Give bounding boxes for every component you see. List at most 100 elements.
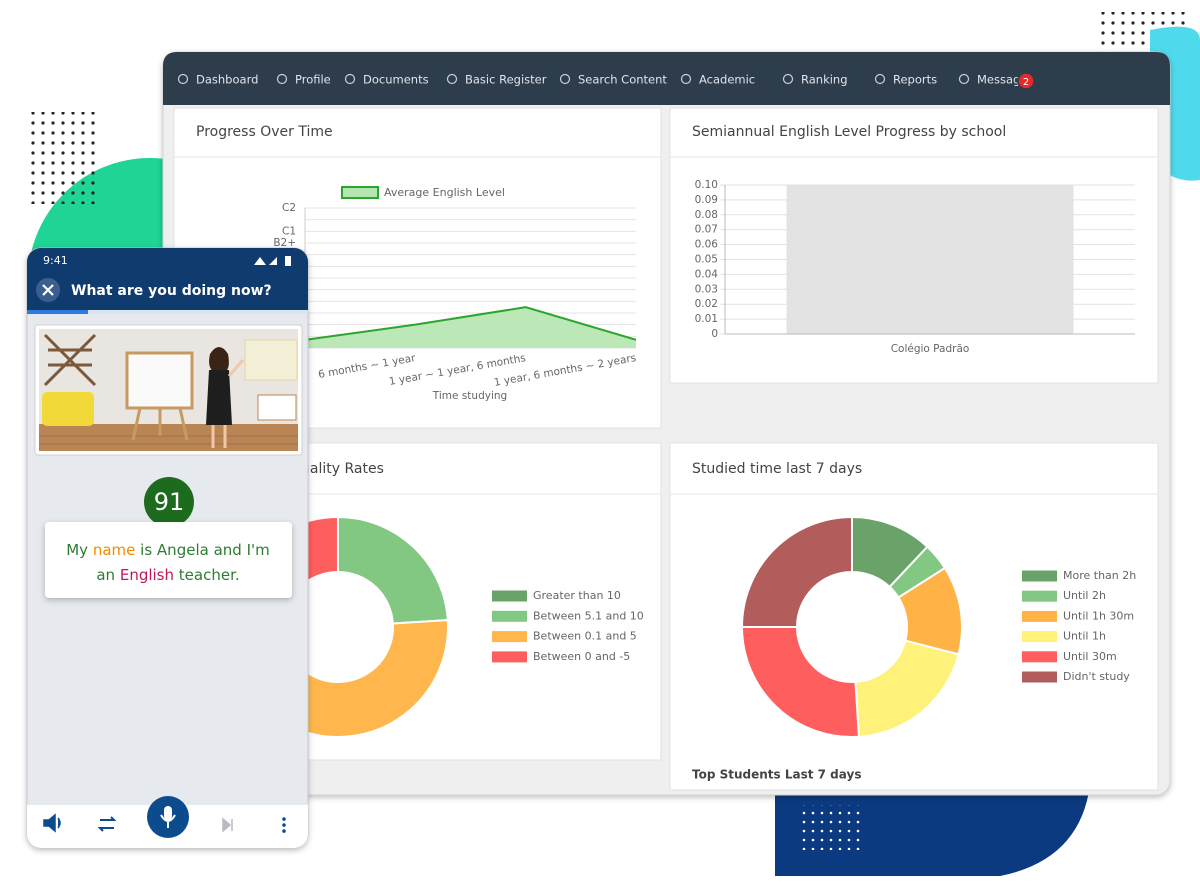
legend-swatch <box>341 186 379 199</box>
doughnut-segment <box>740 515 853 628</box>
side-board <box>257 394 297 421</box>
y-tick-label: 0.05 <box>695 254 718 266</box>
card-title: Top Students Last 7 days <box>692 768 861 782</box>
sound-button[interactable] <box>43 813 61 833</box>
card-title: Semiannual English Level Progress by sch… <box>692 124 1006 140</box>
status-icons <box>254 257 277 265</box>
nav-item[interactable]: Search Content <box>578 73 667 87</box>
nav-icon <box>559 73 571 85</box>
legend-swatch <box>1022 671 1057 683</box>
y-tick-label: B2+ <box>273 237 296 249</box>
sentence-word: an <box>96 566 115 584</box>
sentence-word: My <box>66 541 88 559</box>
phone: 9:41 What are you doing now? 91 My name … <box>26 247 309 849</box>
y-tick-label: 0.04 <box>695 268 719 280</box>
easel-legs <box>131 407 189 441</box>
woman-hair <box>209 347 229 372</box>
badge-count: 2 <box>1023 77 1029 88</box>
legend-label: Until 1h <box>1063 630 1106 643</box>
legend-swatch <box>492 651 527 663</box>
sentence-bubble <box>45 522 292 598</box>
legend-label: Between 0 and -5 <box>533 650 630 663</box>
y-tick-label: 0 <box>711 328 718 340</box>
card-title: Studied time last 7 days <box>692 461 862 477</box>
x-tick-label: Colégio Padrão <box>891 343 970 355</box>
legend-label: Didn't study <box>1063 670 1130 683</box>
card-title: Quality Rates <box>290 461 384 477</box>
legend-label: Average English Level <box>384 186 505 199</box>
nav-icon <box>680 73 692 85</box>
legend-label: Until 30m <box>1063 650 1117 663</box>
legend-label: Until 2h <box>1063 589 1106 602</box>
sentence-word: I'm <box>247 541 270 559</box>
phone-header <box>27 248 308 312</box>
sentence-word: English <box>120 566 174 584</box>
y-tick-label: 0.01 <box>695 313 718 325</box>
phone-title: What are you doing now? <box>71 283 272 299</box>
nav-icon <box>344 73 356 85</box>
woman-arm <box>227 359 245 377</box>
close-icon <box>42 284 54 296</box>
repeat-button[interactable] <box>97 816 117 832</box>
window <box>244 339 298 381</box>
doughnut-segment <box>740 626 860 738</box>
legend-swatch <box>492 590 527 602</box>
progress-track <box>27 310 308 314</box>
woman-body <box>206 370 232 425</box>
shelf <box>43 333 97 387</box>
y-tick-label: 0.10 <box>695 179 718 191</box>
sentence-word: name <box>93 541 136 559</box>
nav-bar <box>163 52 1170 105</box>
legend-label: Between 0.1 and 5 <box>533 630 637 643</box>
nav-item[interactable]: Ranking <box>801 73 848 87</box>
legend-swatch <box>1022 631 1057 643</box>
legend-swatch <box>1022 570 1057 582</box>
nav-item[interactable]: Profile <box>295 73 331 87</box>
mic-icon <box>160 814 176 828</box>
mic-icon <box>164 806 172 820</box>
y-tick-label: 0.02 <box>695 298 718 310</box>
score: 91 <box>154 488 185 516</box>
skip-button[interactable] <box>222 817 233 833</box>
nav-item[interactable]: Documents <box>363 73 429 87</box>
doughnut-segment <box>337 515 449 625</box>
nav-icon <box>446 73 458 85</box>
y-tick-label: 0.08 <box>695 209 718 221</box>
nav-item[interactable]: Reports <box>893 73 937 87</box>
chair <box>42 392 94 426</box>
legend-label: More than 2h <box>1063 569 1136 582</box>
progress-fill <box>27 310 88 314</box>
area <box>305 307 636 348</box>
battery <box>285 256 291 266</box>
decor-dots <box>28 112 100 204</box>
y-tick-label: 0.09 <box>695 194 718 206</box>
nav-item[interactable]: Academic <box>699 73 755 87</box>
legend-swatch <box>492 610 527 622</box>
y-tick-label: 0.03 <box>695 283 718 295</box>
y-tick-label: 0.07 <box>695 224 718 236</box>
badge <box>1017 72 1035 90</box>
legend-label: Until 1h 30m <box>1063 609 1134 622</box>
easel-board <box>125 351 194 410</box>
woman-legs <box>211 425 227 448</box>
nav-icon <box>276 73 288 85</box>
floor <box>39 424 298 451</box>
nav-icon <box>874 73 886 85</box>
sentence-line: My name is Angela and I'm <box>66 541 270 559</box>
y-tick-label: C2 <box>282 202 296 214</box>
sentence-word: is <box>140 541 152 559</box>
sentence-word: and <box>214 541 242 559</box>
nav-icon <box>958 73 970 85</box>
nav-icon <box>177 73 189 85</box>
x-axis-label: Time studying <box>432 390 507 402</box>
status-time: 9:41 <box>43 254 68 267</box>
sentence-line: an English teacher. <box>96 566 239 584</box>
floor-lines <box>39 435 298 445</box>
legend-label: Between 5.1 and 10 <box>533 609 644 622</box>
legend-swatch <box>1022 651 1057 663</box>
nav-item[interactable]: Dashboard <box>196 73 258 87</box>
nav-item[interactable]: Basic Register <box>465 73 547 87</box>
legend-swatch <box>1022 610 1057 622</box>
legend-label: Greater than 10 <box>533 589 621 602</box>
